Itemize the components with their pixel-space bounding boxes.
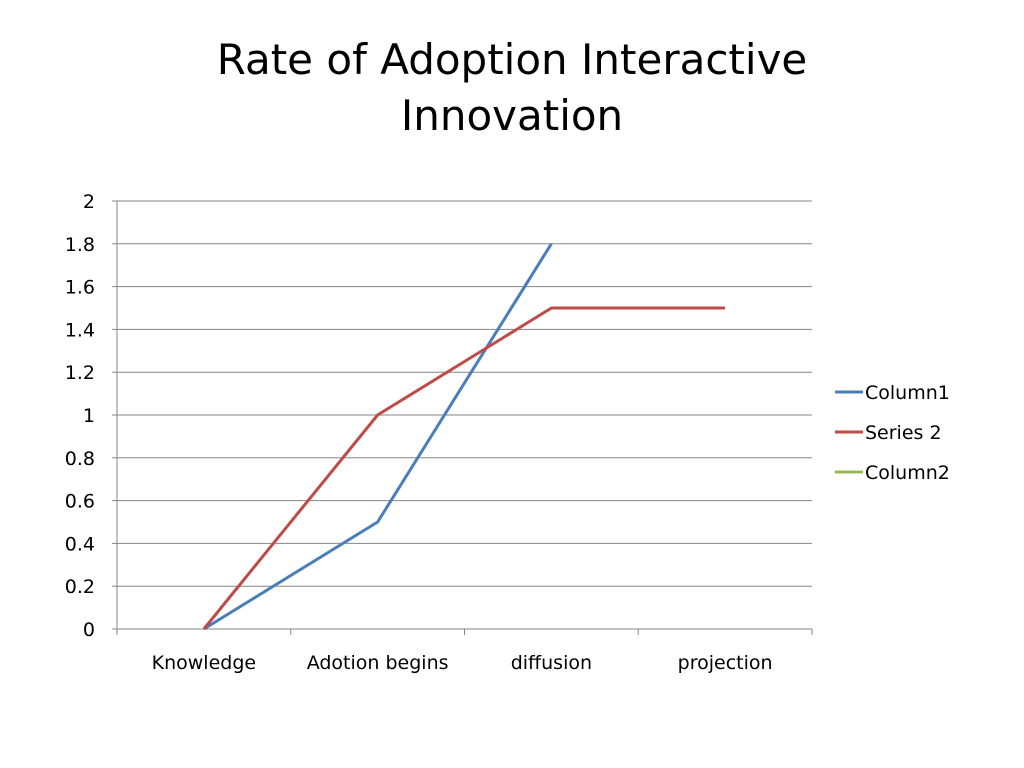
y-tick-label: 0.4 [65, 533, 95, 555]
legend-label: Column2 [865, 462, 950, 484]
x-category-label: Knowledge [152, 652, 256, 674]
x-category-label: projection [678, 652, 773, 674]
series-line-2 [202, 306, 726, 630]
y-tick-label: 0.2 [65, 576, 95, 598]
y-tick-label: 1.8 [65, 234, 95, 256]
y-tick-label: 1.2 [65, 362, 95, 384]
y-tick-label: 0.6 [65, 491, 95, 513]
title-line-2: Innovation [400, 91, 624, 140]
slide-title: Rate of Adoption Interactive Innovation [112, 32, 912, 144]
y-tick-label: 1.6 [65, 277, 95, 299]
y-tick-label: 2 [83, 191, 95, 213]
y-tick-label: 0 [83, 619, 95, 641]
y-tick-label: 1 [83, 405, 95, 427]
legend-label: Series 2 [865, 422, 942, 444]
series-line-1 [203, 243, 553, 631]
y-tick-label: 1.4 [65, 319, 95, 341]
x-category-label: Adotion begins [307, 652, 449, 674]
title-line-1: Rate of Adoption Interactive [216, 35, 808, 84]
x-category-label: diffusion [511, 652, 592, 674]
legend-label: Column1 [865, 382, 950, 404]
y-tick-label: 0.8 [65, 448, 95, 470]
